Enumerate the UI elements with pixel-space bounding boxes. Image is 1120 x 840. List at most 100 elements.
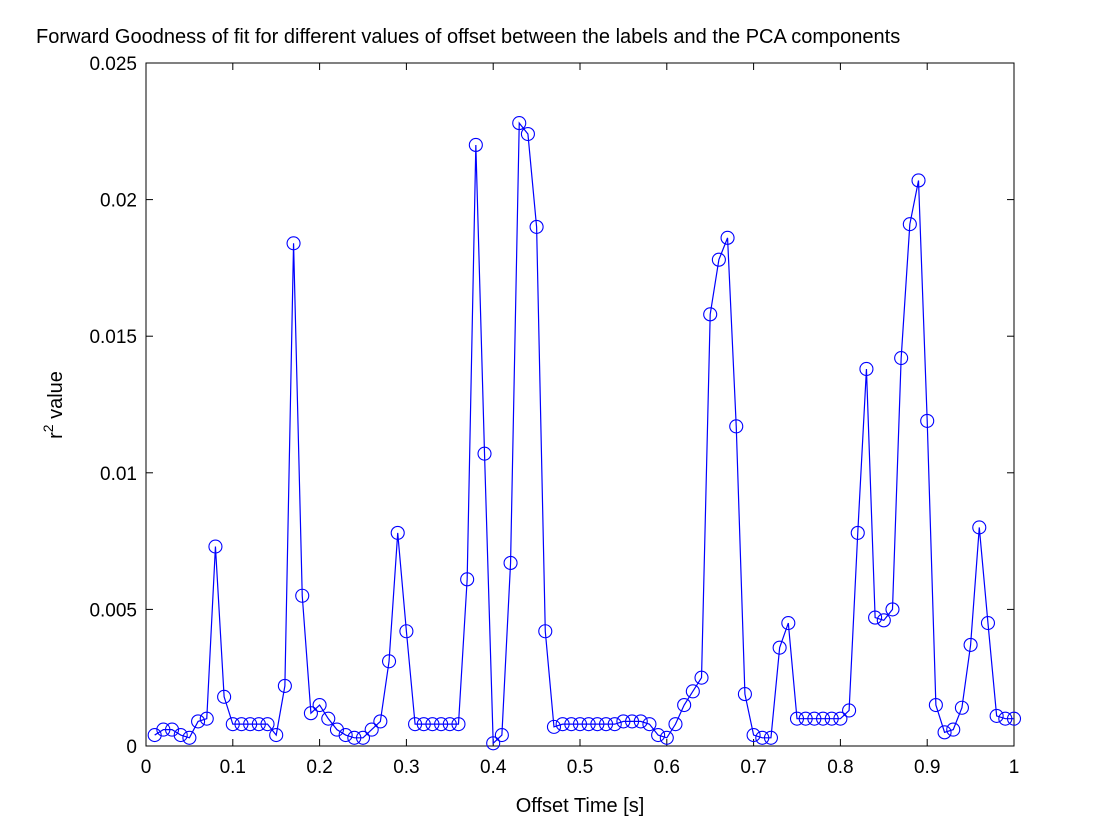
series-group <box>147 116 1022 751</box>
data-point <box>217 689 232 704</box>
data-point <box>477 446 492 461</box>
data-point <box>416 717 431 732</box>
data-point <box>833 711 848 726</box>
data-point <box>269 728 284 743</box>
data-point <box>607 717 622 732</box>
data-point <box>625 714 640 729</box>
data-point <box>173 728 188 743</box>
data-point <box>355 730 371 745</box>
x-tick-label: 0.6 <box>654 757 680 778</box>
data-point <box>234 717 249 732</box>
data-point <box>633 714 648 729</box>
data-point <box>338 728 353 743</box>
data-point <box>998 711 1013 726</box>
data-point <box>373 714 388 729</box>
data-point <box>616 714 631 729</box>
data-point <box>581 717 596 732</box>
data-point <box>199 711 214 726</box>
data-point <box>312 697 327 713</box>
x-tick-label: 0.2 <box>306 757 332 778</box>
data-point <box>425 717 440 732</box>
data-point <box>902 217 917 232</box>
data-point <box>920 413 935 428</box>
data-point <box>460 572 475 587</box>
data-point <box>711 252 726 267</box>
data-point <box>251 717 266 732</box>
data-point <box>494 728 509 743</box>
data-point <box>763 730 779 745</box>
data-point <box>399 624 414 639</box>
x-tick-label: 0.9 <box>914 757 940 778</box>
data-point <box>815 711 831 726</box>
data-point <box>208 539 223 554</box>
data-point <box>364 722 379 737</box>
data-point <box>503 555 518 571</box>
data-point <box>191 714 206 729</box>
data-point <box>590 717 605 732</box>
data-point <box>321 711 336 726</box>
data-point <box>486 736 501 751</box>
data-point <box>642 717 657 732</box>
data-point <box>243 717 258 732</box>
data-point <box>520 126 535 142</box>
data-point <box>468 137 483 153</box>
y-tick-label: 0.02 <box>100 191 137 212</box>
data-point <box>538 624 553 639</box>
data-point <box>963 637 978 652</box>
data-point <box>156 722 171 737</box>
x-tick-label: 0.8 <box>827 757 853 778</box>
data-point <box>946 722 961 737</box>
data-point <box>972 520 987 535</box>
data-point <box>850 525 865 540</box>
plot-area <box>145 62 1015 747</box>
data-point <box>772 640 787 655</box>
data-point <box>989 708 1004 723</box>
axis-ticks: 0 0.1 0.2 0.3 0.4 0.5 0.6 0.7 0.8 0.9 1 0 0.005 0.01 0… <box>89 54 1019 778</box>
data-point <box>381 654 397 669</box>
data-point <box>876 613 891 628</box>
data-point <box>303 706 318 721</box>
x-tick-label: 1 <box>1009 757 1020 778</box>
data-point <box>295 588 310 603</box>
x-tick-label: 0.7 <box>740 757 766 778</box>
data-point <box>737 687 752 702</box>
data-point <box>598 717 614 732</box>
x-tick-label: 0.5 <box>567 757 593 778</box>
x-tick-label: 0.3 <box>393 757 419 778</box>
data-point <box>147 728 162 743</box>
data-point <box>894 351 909 366</box>
data-point <box>842 703 857 718</box>
chart-title: Forward Goodness of fit for different va… <box>36 26 900 48</box>
data-point <box>677 697 692 713</box>
x-tick-label: 0.1 <box>220 757 246 778</box>
data-point <box>746 728 761 743</box>
x-tick-label: 0.4 <box>480 757 507 778</box>
data-point <box>555 717 570 732</box>
data-point <box>408 717 423 732</box>
data-point <box>954 700 969 715</box>
data-point <box>694 670 709 685</box>
data-point <box>546 719 562 734</box>
data-point <box>512 116 527 131</box>
data-point <box>824 711 839 726</box>
data-point <box>572 717 588 732</box>
data-point <box>668 717 683 732</box>
data-point <box>564 717 579 732</box>
data-point <box>928 697 943 713</box>
data-point <box>347 730 362 745</box>
y-axis-label: r2 value <box>40 371 67 439</box>
y-tick-label: 0 <box>126 737 137 758</box>
y-tick-label: 0.015 <box>89 327 137 348</box>
data-point <box>659 730 674 745</box>
data-point <box>911 173 926 188</box>
data-point <box>703 307 718 322</box>
data-point <box>980 616 996 631</box>
y-tick-label: 0.005 <box>89 600 137 621</box>
data-point <box>1006 711 1022 726</box>
data-point <box>451 717 466 732</box>
data-point <box>182 730 197 745</box>
data-point <box>755 730 770 745</box>
data-point <box>885 602 900 617</box>
data-point <box>807 711 822 726</box>
